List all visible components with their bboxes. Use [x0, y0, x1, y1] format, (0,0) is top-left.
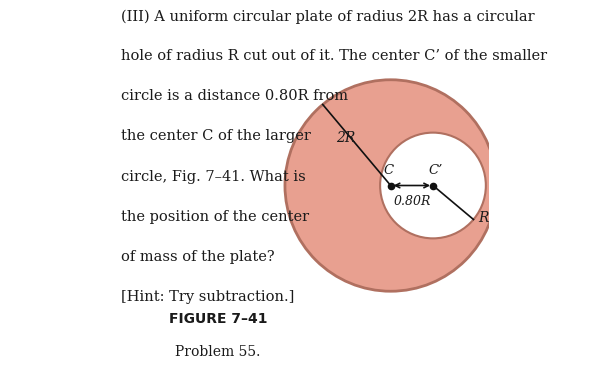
Text: 0.80R: 0.80R	[393, 195, 430, 208]
Text: of mass of the plate?: of mass of the plate?	[121, 250, 274, 264]
Circle shape	[285, 80, 497, 291]
Text: circle, Fig. 7–41. What is: circle, Fig. 7–41. What is	[121, 170, 306, 184]
Text: hole of radius R cut out of it. The center C’ of the smaller: hole of radius R cut out of it. The cent…	[121, 49, 547, 63]
Text: FIGURE 7–41: FIGURE 7–41	[169, 312, 268, 326]
Text: [Hint: Try subtraction.]: [Hint: Try subtraction.]	[121, 290, 294, 304]
Text: C: C	[384, 164, 394, 177]
Text: Problem 55.: Problem 55.	[175, 345, 261, 359]
Text: the position of the center: the position of the center	[121, 210, 309, 224]
Text: (III) A uniform circular plate of radius 2R has a circular: (III) A uniform circular plate of radius…	[121, 9, 535, 24]
Text: circle is a distance 0.80R from: circle is a distance 0.80R from	[121, 89, 348, 104]
Text: R: R	[478, 211, 489, 224]
Text: 2R: 2R	[336, 131, 355, 145]
Text: C’: C’	[429, 164, 443, 177]
Text: the center C of the larger: the center C of the larger	[121, 129, 311, 144]
Circle shape	[380, 132, 486, 239]
